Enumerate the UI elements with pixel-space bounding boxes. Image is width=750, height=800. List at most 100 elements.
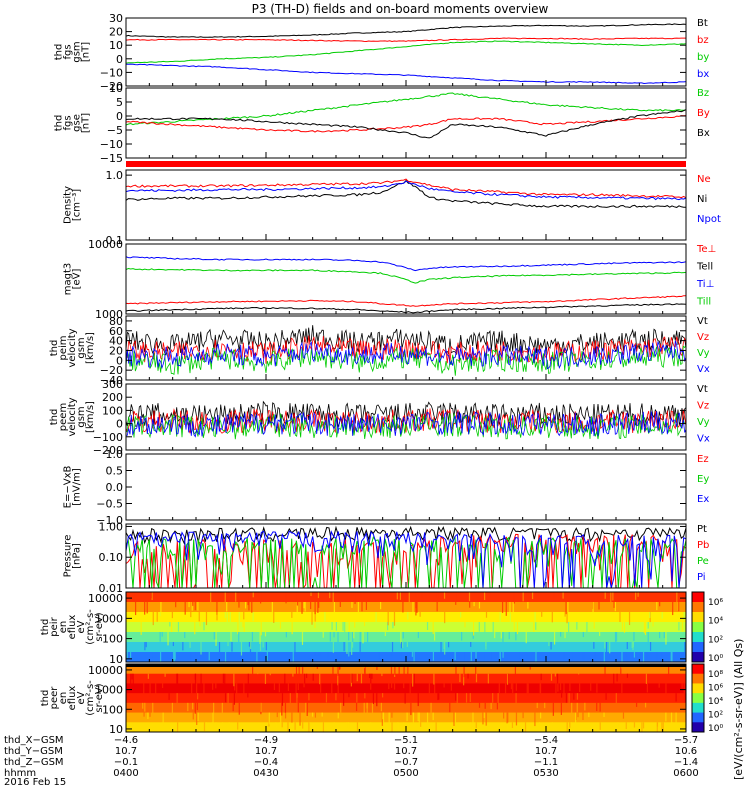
- spectrogram-streak: [346, 642, 348, 654]
- spectrogram-streak: [356, 722, 359, 731]
- y-tick-label: 40: [109, 335, 123, 348]
- spectrogram-streak: [575, 712, 577, 726]
- spectrogram-streak: [184, 602, 186, 615]
- spectrogram-streak: [292, 652, 294, 662]
- spectrogram-streak: [212, 712, 214, 726]
- colorbar-segment: [692, 602, 704, 613]
- spectrogram-streak: [279, 722, 281, 732]
- spectrogram-streak: [309, 722, 311, 732]
- spectrogram-streak: [264, 673, 267, 684]
- spectrogram-streak: [633, 632, 635, 641]
- colorbar-segment: [692, 632, 704, 643]
- spectrogram-streak: [507, 712, 509, 723]
- spectrogram-streak: [256, 652, 258, 662]
- y-tick-label: 100: [102, 703, 123, 716]
- panel-axis-label: [cm⁻³]: [72, 189, 83, 221]
- spectrogram-streak: [289, 693, 291, 704]
- ephemeris-value: 10.7: [535, 746, 557, 757]
- legend-entry: Pe: [697, 556, 709, 567]
- spectrogram-streak: [292, 664, 294, 677]
- spectrogram-streak: [257, 664, 259, 675]
- spectrogram-streak: [238, 612, 240, 623]
- spectrogram-streak: [540, 673, 542, 681]
- series-line: [126, 109, 686, 139]
- spectrogram-streak: [621, 652, 623, 662]
- spectrogram-streak: [467, 673, 469, 679]
- spectrogram-streak: [145, 642, 147, 648]
- spectrogram-streak: [391, 722, 393, 732]
- spectrogram-streak: [535, 652, 537, 662]
- spectrogram-band: [126, 702, 686, 714]
- y-tick-label: 1000: [95, 308, 123, 321]
- spectrogram-band: [126, 632, 686, 643]
- spectrogram-streak: [525, 632, 527, 644]
- spectrogram-streak: [227, 693, 229, 706]
- spectrogram-streak: [571, 702, 573, 714]
- spectrogram-streak: [333, 722, 335, 729]
- spectrogram-streak: [226, 602, 228, 612]
- spectrogram-streak: [633, 652, 636, 658]
- legend-entry: Till: [696, 297, 711, 308]
- spectrogram-streak: [152, 612, 154, 626]
- spectrogram-streak: [656, 722, 658, 732]
- spectrogram-streak: [260, 702, 262, 712]
- spectrogram-streak: [514, 664, 517, 677]
- spectrogram-streak: [426, 712, 429, 726]
- spectrogram-streak: [135, 602, 137, 616]
- spectrogram-streak: [561, 693, 563, 698]
- y-tick-label: 5: [116, 96, 123, 109]
- spectrogram-streak: [562, 592, 564, 599]
- panel-axis-label: fgs: [63, 44, 74, 59]
- y-tick-label: −15: [100, 152, 123, 165]
- colorbar-tick-label: 10⁶: [708, 598, 723, 608]
- spectrogram-streak: [487, 673, 489, 684]
- spectrogram-streak: [285, 592, 287, 604]
- spectrogram-10: [126, 664, 686, 732]
- spectrogram-streak: [649, 612, 651, 618]
- spectrogram-streak: [162, 712, 164, 726]
- spectrogram-streak: [391, 652, 393, 657]
- spectrogram-streak: [642, 652, 644, 662]
- spectrogram-streak: [247, 673, 249, 686]
- spectrogram-streak: [291, 612, 293, 618]
- spectrogram-streak: [355, 702, 358, 711]
- date-label: 2016 Feb 15: [4, 777, 66, 788]
- colorbar-tick-label: 10⁸: [708, 670, 723, 680]
- spectrogram-streak: [369, 722, 372, 731]
- spectrogram-streak: [266, 652, 268, 661]
- spectrogram-streak: [360, 673, 363, 684]
- spectrogram-streak: [640, 652, 642, 660]
- spectrogram-streak: [366, 702, 368, 716]
- spectrogram-streak: [392, 622, 394, 629]
- spectrogram-streak: [237, 722, 239, 730]
- spectrogram-streak: [623, 622, 626, 633]
- spectrogram-streak: [563, 683, 565, 697]
- spectrogram-streak: [652, 622, 654, 627]
- y-tick-label: 1000: [95, 684, 123, 697]
- spectrogram-streak: [412, 712, 415, 721]
- spectrogram-streak: [635, 592, 637, 600]
- y-tick-label: −10: [100, 138, 123, 151]
- spectrogram-streak: [596, 683, 598, 693]
- spectrogram-streak: [594, 652, 596, 659]
- spectrogram-streak: [149, 712, 151, 717]
- spectrogram-streak: [515, 693, 517, 704]
- spectrogram-streak: [368, 673, 371, 679]
- spectrogram-streak: [293, 652, 296, 657]
- spectrogram-streak: [194, 592, 197, 599]
- series-line: [126, 37, 686, 43]
- spectrogram-streak: [265, 642, 267, 651]
- y-tick-label: 100: [102, 633, 123, 646]
- ephemeris-value: −5.1: [394, 735, 418, 746]
- spectrogram-streak: [332, 592, 334, 606]
- spectrogram-streak: [468, 592, 471, 602]
- spectrogram-streak: [643, 622, 645, 634]
- spectrogram-streak: [408, 592, 410, 606]
- spectrogram-band: [126, 664, 686, 675]
- ephemeris-value: 0500: [393, 768, 418, 779]
- y-tick-label: 10: [109, 82, 123, 95]
- spectrogram-streak: [196, 702, 198, 711]
- flag-bar: [126, 161, 686, 167]
- spectrogram-streak: [412, 602, 414, 614]
- spectrogram-streak: [305, 702, 307, 717]
